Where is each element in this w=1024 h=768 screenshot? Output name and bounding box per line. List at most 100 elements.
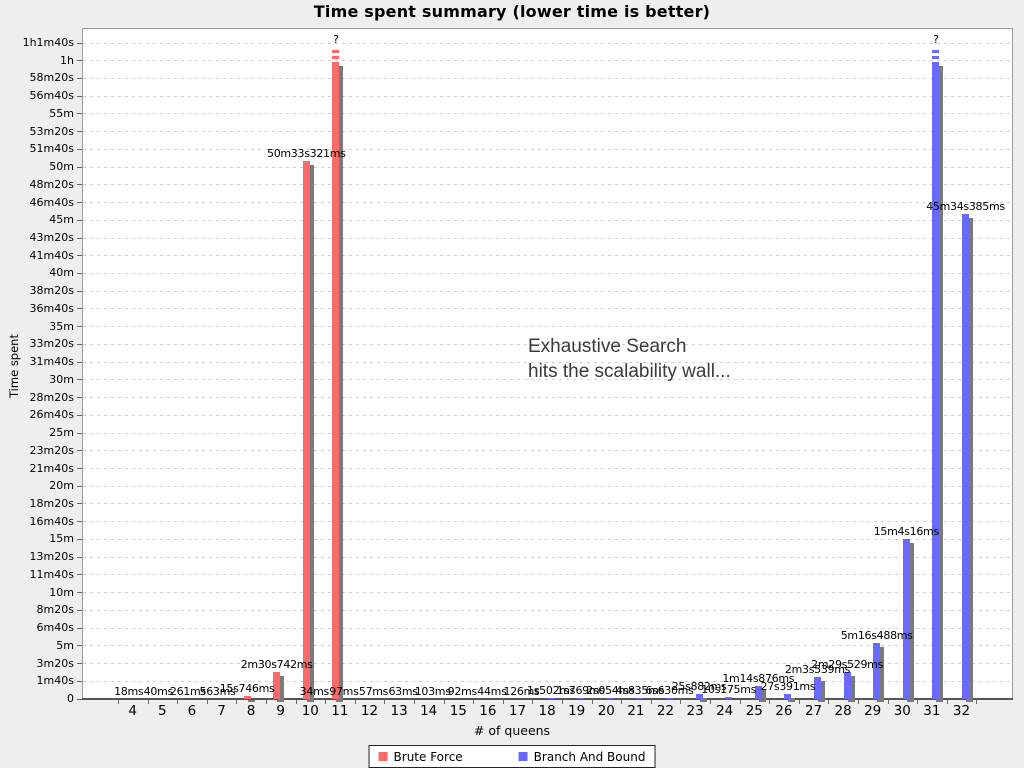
legend-swatch-icon [378,752,388,761]
x-tick-label: 17 [508,703,527,719]
bar-branch-and-bound-shadow [847,676,855,702]
y-tick-label: 30m [49,372,74,386]
x-axis-tick [177,700,179,704]
x-tick-label: 31 [923,703,941,719]
legend-item-label: Branch And Bound [533,749,646,764]
grid-line [83,131,1012,133]
x-axis-tick [917,700,919,704]
annotation-line-1: Exhaustive Search [528,336,687,357]
grid-line [83,343,1012,345]
x-tick-label: 5 [158,703,167,719]
y-axis-tick [77,379,82,381]
bar-value-label: 2s054ms [586,684,635,697]
y-tick-label: 48m20s [29,177,74,191]
y-tick-label: 28m20s [29,390,74,404]
y-tick-label: 1h1m40s [22,36,74,49]
legend-item: Branch And Bound [518,749,646,764]
bar-value-label: 261ms [169,685,206,698]
bar-value-label: 2m3s539ms [784,663,851,677]
bar-value-label: 1s502ms [527,684,576,697]
bar-value-label: 15m4s16ms [873,524,939,538]
y-axis-tick [77,361,82,363]
grid-line [83,450,1012,452]
y-tick-label: 8m20s [36,603,74,617]
x-axis-tick [117,700,119,704]
y-tick-label: 20m [49,479,74,493]
y-axis-tick [77,521,82,523]
y-axis-tick [77,538,82,540]
bar-brute-force [332,62,340,699]
bar-branch-and-bound-shadow [818,681,825,702]
bar-branch-and-bound [636,698,644,699]
x-tick-label: 18 [538,703,556,719]
x-tick-label: 7 [217,703,226,719]
y-axis-tick [77,343,82,345]
y-tick-label: 45m [49,213,74,227]
grid-line [83,202,1012,204]
bar-branch-and-bound-shadow [699,698,707,702]
chart-title: Time spent summary (lower time is better… [313,2,711,21]
grid-line [83,308,1012,310]
grid-line [83,397,1012,399]
y-axis-tick [77,272,82,274]
grid-line [83,219,1012,221]
annotation-line-2: hits the scalability wall... [528,361,731,382]
grid-line [83,166,1012,168]
grid-line [83,379,1012,381]
grid-line [83,414,1012,416]
y-tick-label: 33m20s [29,337,74,351]
y-tick-label: 53m20s [29,124,74,138]
bar-branch-and-bound-shadow [966,218,973,702]
y-tick-label: 6m40s [36,621,74,635]
bar-value-label: 1m14s876ms [722,671,795,685]
y-tick-label: 25m [49,426,74,440]
x-axis-tick [532,700,534,704]
x-tick-label: 28 [834,703,852,719]
bar-value-label: 40ms [143,685,174,698]
bar-brute-force [273,672,281,699]
annotation: Exhaustive Search hits the scalability w… [528,334,731,384]
x-tick-label: 13 [390,703,408,719]
legend-swatch-icon [518,752,528,761]
x-axis-tick [739,700,741,704]
y-axis-tick [77,663,82,665]
y-axis-tick [77,432,82,434]
y-axis-tick [77,290,82,292]
x-tick-label: 8 [246,703,256,719]
x-tick-label: 30 [893,703,911,719]
grid-line [83,592,1012,594]
y-tick-label: 43m20s [29,231,74,245]
grid-line [83,184,1012,186]
y-tick-label: 56m40s [29,89,74,103]
bar-brute-force-overflow-dash [332,50,340,53]
x-tick-label: 11 [331,703,349,719]
y-tick-label: 11m40s [29,567,74,581]
bar-value-label: 50m33s321ms [267,147,346,161]
bar-value-label: 57ms [358,685,389,698]
x-tick-label: 26 [775,703,793,719]
x-axis-line [82,698,1013,700]
grid-line [83,237,1012,239]
bar-branch-and-bound [814,677,821,699]
grid-line [83,42,1012,44]
y-axis-tick [77,627,82,629]
x-axis-tick [828,700,830,704]
y-axis-tick [77,485,82,487]
y-tick-label: 1m40s [36,674,74,688]
y-tick-label: 0 [67,692,74,705]
grid-line [83,556,1012,558]
bar-branch-and-bound [666,697,673,699]
x-axis-tick [709,700,711,704]
bar-value-label: 1s769ms [556,684,605,697]
x-tick-label: 15 [449,703,467,719]
grid-line [83,255,1012,257]
y-tick-label: 58m20s [29,71,74,85]
grid-line [83,645,1012,647]
x-tick-label: 23 [686,703,704,719]
y-axis-tick [77,503,82,505]
y-axis-tick [77,592,82,594]
y-axis-tick [77,131,82,133]
y-tick-label: 40m [49,266,74,280]
y-tick-label: 35m [49,319,74,333]
